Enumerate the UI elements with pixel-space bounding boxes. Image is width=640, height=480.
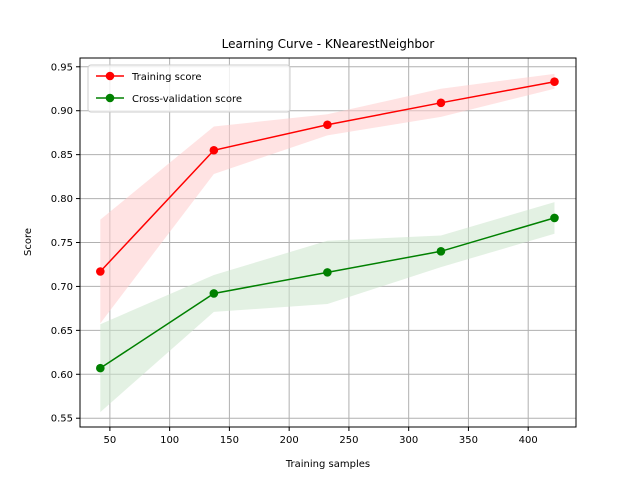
y-tick-label: 0.65 — [51, 326, 73, 337]
training-point — [209, 145, 219, 155]
y-tick-label: 0.75 — [51, 238, 73, 249]
cv-legend-label: Cross-validation score — [132, 94, 242, 105]
legend: Training score Cross-validation score — [87, 64, 291, 113]
x-tick-label: 400 — [519, 435, 538, 446]
y-tick-label: 0.85 — [51, 150, 73, 161]
chart-title: Learning Curve - KNearestNeighbor — [222, 37, 435, 51]
y-axis-label: Score — [23, 228, 34, 256]
cv-point — [96, 363, 105, 373]
training-point — [323, 120, 332, 130]
x-tick-label: 350 — [459, 435, 478, 446]
x-tick-label: 250 — [339, 435, 358, 446]
y-tick-label: 0.80 — [51, 194, 73, 205]
x-tick-label: 200 — [280, 435, 299, 446]
axis-ticks: 50 100 150 200 250 300 350 400 0.55 0.60 0.65 0.70 0… — [51, 62, 538, 446]
y-tick-label: 0.95 — [51, 62, 73, 73]
legend-box — [87, 64, 291, 113]
y-tick-label: 0.90 — [51, 106, 73, 117]
x-axis-label: Training samples — [285, 459, 370, 470]
cv-point — [550, 213, 559, 223]
y-tick-label: 0.60 — [51, 370, 73, 381]
cv-legend-marker — [105, 93, 115, 103]
y-tick-label: 0.55 — [51, 414, 73, 425]
training-band — [100, 73, 555, 324]
series-lines — [96, 77, 559, 373]
x-tick-label: 150 — [220, 435, 239, 446]
grid-lines — [80, 58, 576, 427]
training-point — [550, 77, 559, 87]
training-point — [96, 267, 105, 276]
x-tick-label: 50 — [104, 435, 117, 446]
training-point — [436, 98, 446, 108]
cv-point — [436, 246, 446, 256]
training-legend-marker — [105, 71, 115, 81]
cv-point — [209, 289, 219, 298]
training-legend-label: Training score — [131, 72, 202, 83]
x-tick-label: 300 — [399, 435, 418, 446]
cv-point — [323, 268, 332, 277]
x-tick-label: 100 — [160, 435, 179, 446]
y-tick-label: 0.70 — [51, 282, 73, 293]
